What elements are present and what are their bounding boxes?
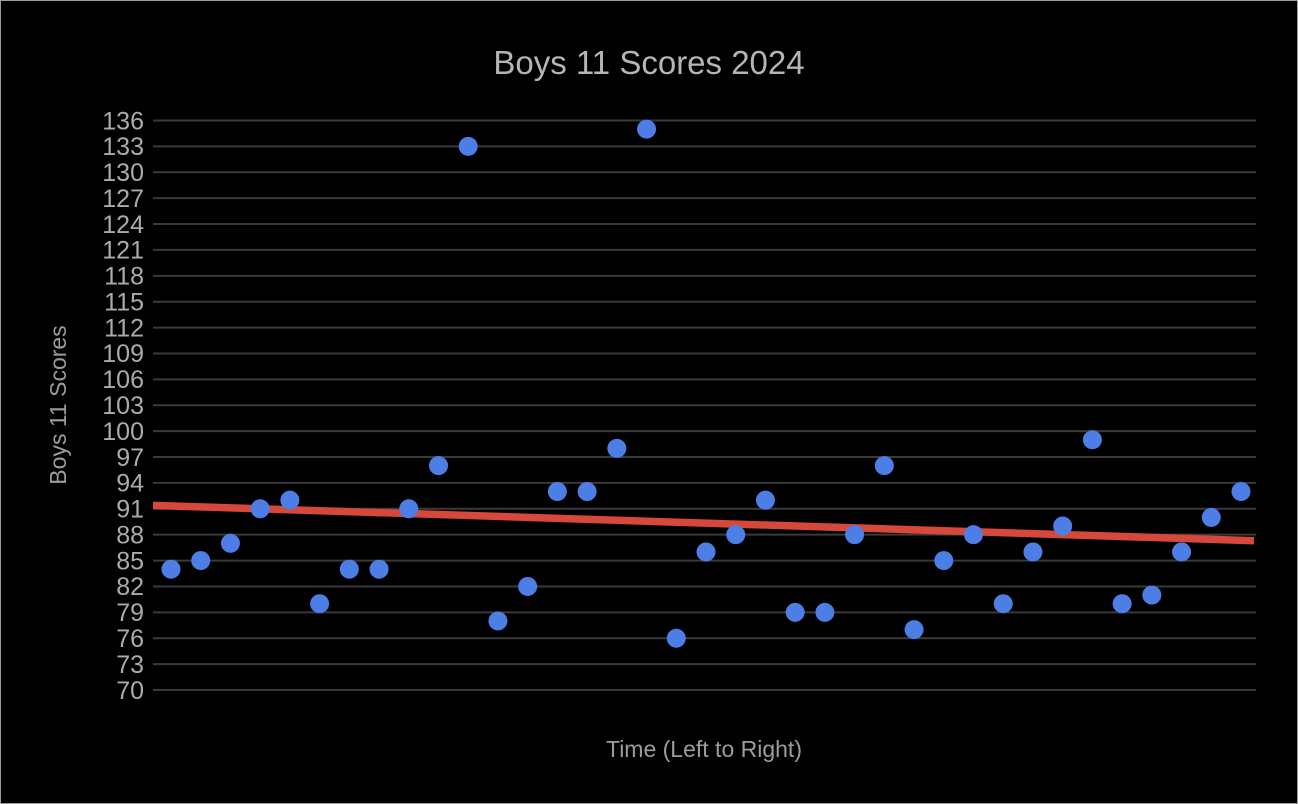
data-point[interactable] (399, 499, 419, 519)
data-point[interactable] (904, 620, 924, 640)
data-point[interactable] (666, 628, 686, 648)
data-point[interactable] (518, 576, 538, 596)
data-point[interactable] (785, 602, 805, 622)
y-tick-label: 124 (102, 211, 144, 239)
y-tick-label: 94 (116, 470, 144, 498)
y-tick-label: 97 (116, 444, 144, 472)
data-point[interactable] (1201, 507, 1221, 527)
data-point[interactable] (547, 482, 567, 502)
data-point[interactable] (1023, 542, 1043, 562)
data-point[interactable] (1112, 594, 1132, 614)
data-point[interactable] (458, 136, 478, 156)
data-point[interactable] (637, 119, 657, 139)
data-point[interactable] (577, 482, 597, 502)
y-axis-title: Boys 11 Scores (45, 325, 71, 484)
data-point[interactable] (1172, 542, 1192, 562)
y-tick-label: 70 (116, 677, 144, 705)
data-point[interactable] (220, 533, 240, 553)
data-point[interactable] (696, 542, 716, 562)
y-tick-label: 121 (102, 237, 144, 265)
data-point[interactable] (1053, 516, 1073, 536)
data-point[interactable] (191, 551, 211, 571)
y-tick-label: 85 (116, 547, 144, 575)
y-tick-label: 76 (116, 625, 144, 653)
data-point[interactable] (250, 499, 270, 519)
y-tick-label: 136 (102, 107, 144, 135)
gridlines-layer (153, 119, 1256, 691)
y-tick-label: 112 (104, 314, 144, 342)
trend-line (152, 501, 1255, 545)
data-point[interactable] (964, 525, 983, 545)
data-point[interactable] (607, 438, 627, 458)
data-point[interactable] (726, 525, 746, 545)
data-point[interactable] (339, 559, 359, 579)
data-point[interactable] (755, 490, 775, 510)
y-tick-label: 82 (116, 573, 144, 601)
data-point[interactable] (161, 559, 181, 579)
y-tick-label: 73 (116, 651, 144, 679)
y-tick-label: 109 (102, 340, 144, 368)
data-point[interactable] (993, 594, 1013, 614)
data-point[interactable] (429, 456, 448, 476)
data-point[interactable] (934, 551, 954, 571)
data-point[interactable] (874, 456, 894, 476)
y-tick-label: 130 (102, 159, 144, 187)
y-tick-label: 118 (104, 263, 144, 291)
y-tick-label: 133 (102, 133, 144, 161)
trendline-layer (152, 501, 1255, 545)
x-axis-title: Time (Left to Right) (606, 736, 802, 762)
data-point[interactable] (1142, 585, 1162, 605)
chart-title: Boys 11 Scores 2024 (493, 44, 804, 81)
data-point[interactable] (310, 594, 330, 614)
data-point[interactable] (488, 611, 508, 631)
data-points-layer (161, 119, 1251, 648)
data-point[interactable] (1231, 482, 1251, 502)
y-tick-labels-layer: 7073767982858891949710010310610911211511… (102, 107, 144, 705)
data-point[interactable] (369, 559, 389, 579)
y-tick-label: 115 (104, 288, 144, 316)
y-tick-label: 100 (102, 418, 144, 446)
y-tick-label: 127 (102, 185, 144, 213)
y-tick-label: 103 (102, 392, 144, 420)
y-tick-label: 79 (116, 599, 144, 627)
data-point[interactable] (815, 602, 835, 622)
data-point[interactable] (280, 490, 300, 510)
y-tick-label: 106 (102, 366, 144, 394)
data-point[interactable] (845, 525, 865, 545)
y-tick-label: 88 (116, 521, 144, 549)
y-tick-label: 91 (116, 496, 144, 524)
data-point[interactable] (1082, 430, 1102, 450)
